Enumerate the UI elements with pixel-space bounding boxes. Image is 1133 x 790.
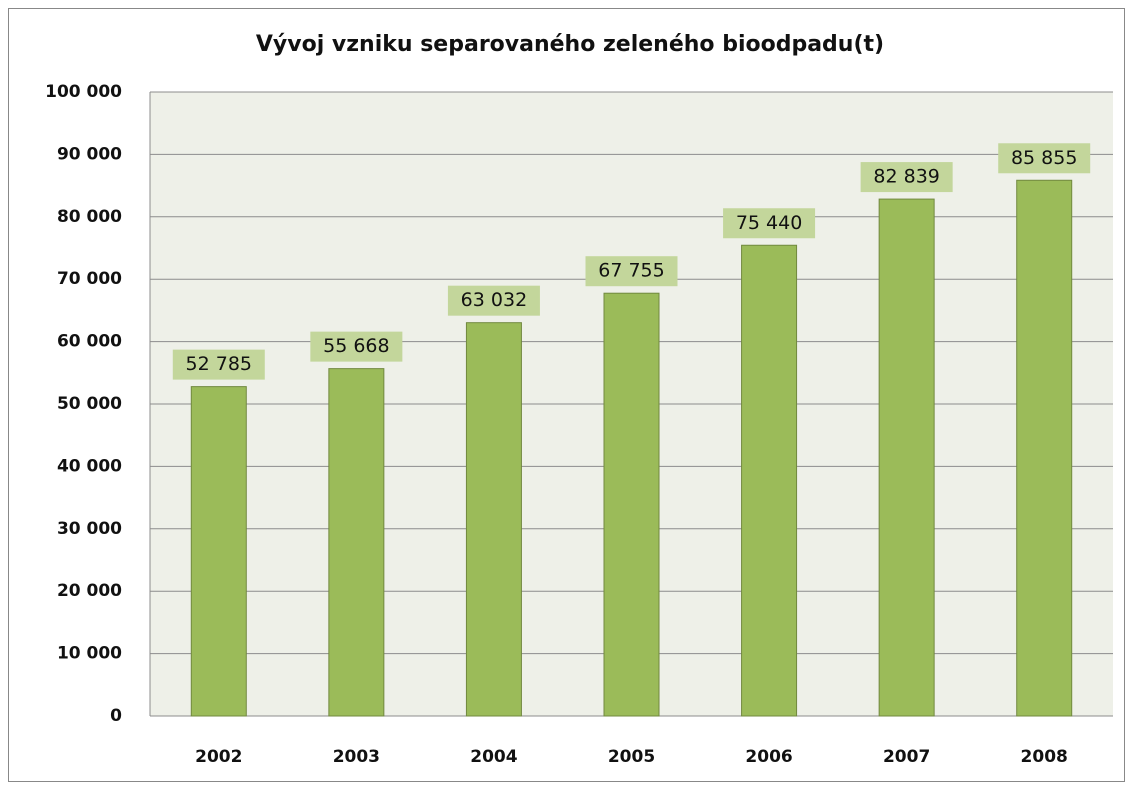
x-tick-label: 2004 — [470, 747, 517, 767]
data-label: 75 440 — [736, 212, 802, 234]
data-label-box — [860, 162, 953, 193]
x-tick-label: 2005 — [608, 747, 655, 767]
y-tick-label: 30 000 — [57, 519, 122, 539]
data-label-box — [585, 256, 678, 287]
data-label: 52 785 — [186, 353, 252, 375]
y-tick-label: 70 000 — [57, 269, 122, 289]
bar — [328, 368, 385, 717]
bar — [465, 322, 522, 717]
x-tick-label: 2006 — [745, 747, 792, 767]
data-label: 63 032 — [461, 289, 527, 311]
bar — [190, 386, 247, 717]
data-label: 82 839 — [873, 166, 939, 188]
data-label: 67 755 — [598, 260, 664, 282]
data-label-box — [998, 143, 1091, 174]
data-label-box — [723, 208, 816, 239]
chart-title: Vývoj vzniku separovaného zeleného biood… — [256, 32, 884, 57]
y-tick-label: 60 000 — [57, 332, 122, 352]
data-label-box — [310, 331, 403, 362]
data-label-box — [172, 349, 265, 380]
x-tick-label: 2003 — [333, 747, 380, 767]
data-label: 85 855 — [1011, 147, 1077, 169]
y-tick-label: 100 000 — [45, 82, 122, 102]
bar — [603, 292, 660, 717]
y-tick-label: 0 — [110, 706, 122, 726]
x-tick-label: 2002 — [195, 747, 242, 767]
bar — [741, 244, 798, 717]
y-tick-label: 80 000 — [57, 207, 122, 227]
y-tick-label: 20 000 — [57, 581, 122, 601]
x-tick-label: 2008 — [1021, 747, 1068, 767]
bar — [878, 198, 935, 717]
bar — [1016, 179, 1073, 717]
x-tick-label: 2007 — [883, 747, 930, 767]
y-tick-label: 10 000 — [57, 644, 122, 664]
data-label-box — [447, 285, 540, 316]
y-tick-label: 40 000 — [57, 456, 122, 476]
y-tick-label: 50 000 — [57, 394, 122, 414]
data-label: 55 668 — [323, 335, 389, 357]
y-tick-label: 90 000 — [57, 144, 122, 164]
